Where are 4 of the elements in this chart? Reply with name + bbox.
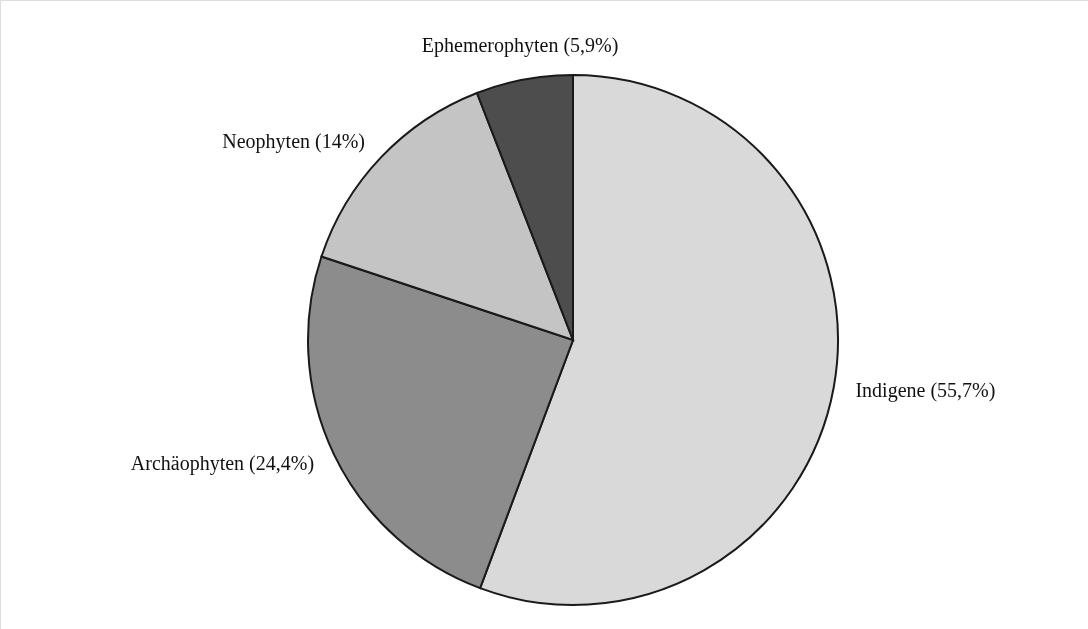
slice-label: Neophyten (14%) [222,130,366,154]
slice-label: Archäophyten (24,4%) [130,451,315,475]
slice-label: Indigene (55,7%) [855,379,996,403]
slice-label: Ephemerophyten (5,9%) [421,33,619,57]
